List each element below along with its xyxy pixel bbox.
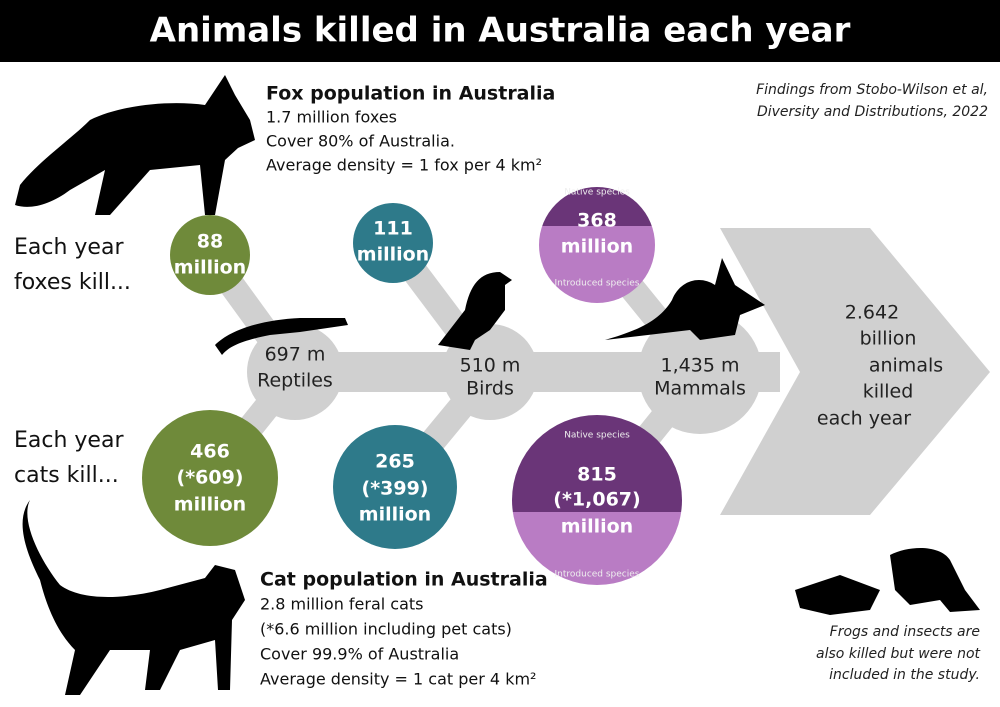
cat-heading: Cat population in Australia xyxy=(260,569,548,591)
kill-value: 466 xyxy=(190,441,230,463)
total: each year xyxy=(817,408,911,430)
fox-line: Average density = 1 fox per 4 km² xyxy=(266,156,542,175)
silhouettes xyxy=(15,75,980,695)
node-value: 510 m xyxy=(460,355,521,377)
species-label: Native species xyxy=(564,188,630,198)
fox-kill-label: foxes kill... xyxy=(14,270,131,295)
cat-line: 2.8 million feral cats xyxy=(260,595,424,614)
cat-line: (*6.6 million including pet cats) xyxy=(260,620,512,639)
note: Frogs and insects are xyxy=(830,624,980,640)
note: also killed but were not xyxy=(816,646,981,662)
fox-bird-circle xyxy=(353,203,433,283)
kill-value: million xyxy=(357,244,429,266)
source: Findings from Stobo-Wilson et al, xyxy=(756,82,988,98)
kill-value: million xyxy=(174,257,246,279)
species-label: Native species xyxy=(564,431,630,441)
kill-value: 111 xyxy=(373,218,413,240)
kill-value: million xyxy=(561,516,633,538)
fox-line: 1.7 million foxes xyxy=(266,108,397,127)
kill-value: (*399) xyxy=(362,478,429,500)
kill-value: (*609) xyxy=(177,467,244,489)
kill-value: 265 xyxy=(375,451,415,473)
kill-value: 368 xyxy=(577,210,617,232)
species-label: Introduced species xyxy=(555,570,640,580)
cat-line: Cover 99.9% of Australia xyxy=(260,645,459,664)
node-label: Mammals xyxy=(654,378,746,400)
fox-line: Cover 80% of Australia. xyxy=(266,132,455,151)
total: killed xyxy=(863,381,914,403)
node-label: Birds xyxy=(466,378,514,400)
fox-heading: Fox population in Australia xyxy=(266,83,555,105)
kill-value: 815 xyxy=(577,464,617,486)
species-label: Introduced species xyxy=(555,279,640,289)
node-value: 697 m xyxy=(265,344,326,366)
kill-value: 88 xyxy=(197,231,223,253)
kill-value: million xyxy=(561,236,633,258)
fox-reptile-circle xyxy=(170,215,250,295)
cat-bird-circle xyxy=(333,425,457,549)
total: billion xyxy=(860,328,917,350)
total: animals xyxy=(869,355,943,377)
fox-kill-label: Each year xyxy=(14,235,124,260)
note: included in the study. xyxy=(829,667,980,683)
cat-kill-label: cats kill... xyxy=(14,463,119,488)
total: 2.642 xyxy=(845,302,899,324)
source: Diversity and Distributions, 2022 xyxy=(757,104,988,120)
node-label: Reptiles xyxy=(257,370,333,392)
kill-value: million xyxy=(359,504,431,526)
cat-reptile-circle xyxy=(142,410,278,546)
title-bar xyxy=(0,0,1000,62)
title: Animals killed in Australia each year xyxy=(150,11,851,51)
kill-value: (*1,067) xyxy=(553,489,640,511)
kill-value: million xyxy=(174,494,246,516)
node-value: 1,435 m xyxy=(661,355,740,377)
cat-kill-label: Each year xyxy=(14,428,124,453)
cat-line: Average density = 1 cat per 4 km² xyxy=(260,670,536,689)
